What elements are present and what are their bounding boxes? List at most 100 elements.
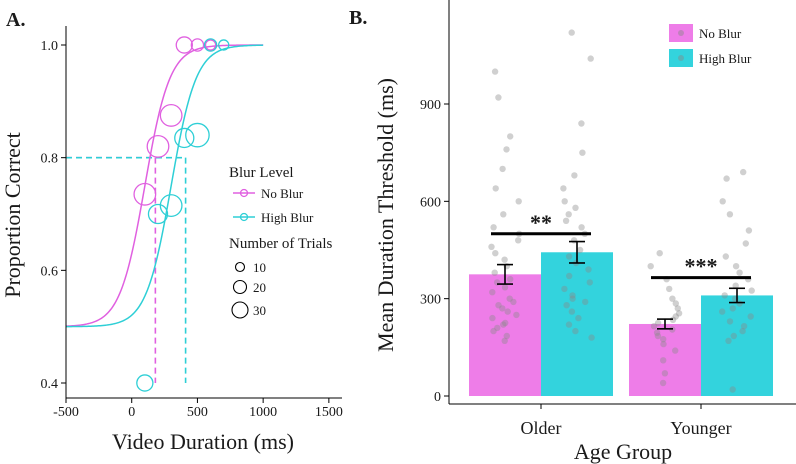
- participant-point: [501, 256, 508, 263]
- participant-point: [568, 29, 575, 36]
- legend-size-20: 20: [232, 279, 266, 295]
- participant-point: [586, 279, 593, 286]
- participant-point: [492, 185, 499, 192]
- point-high-blur: [185, 122, 210, 148]
- legend-marker-no-blur: [239, 188, 249, 198]
- participant-point: [674, 305, 681, 312]
- panel-a-x-ticks: -500 0 500 1000 1500: [53, 398, 343, 420]
- participant-point: [490, 327, 497, 335]
- participant-point: [572, 204, 579, 211]
- panel-b-label: B.: [349, 7, 367, 29]
- participant-point: [565, 253, 573, 260]
- y-tick-label: 300: [420, 293, 441, 308]
- participant-point: [742, 240, 749, 247]
- participant-point: [503, 146, 510, 153]
- participant-point: [507, 133, 514, 140]
- panel-a-x-axis-label: Video Duration (ms): [112, 429, 294, 454]
- participant-point: [729, 305, 736, 312]
- participant-point: [504, 308, 511, 315]
- legend-label-no-blur-b: No Blur: [699, 26, 742, 41]
- point-high-blur: [159, 194, 183, 217]
- participant-point: [722, 253, 729, 260]
- participant-point: [513, 311, 520, 319]
- participant-point: [650, 323, 658, 330]
- legend-item-high-blur: High Blur: [233, 210, 314, 225]
- participant-point: [719, 308, 726, 315]
- panel-b-y-ticks: 0 300 600 900: [420, 98, 449, 405]
- participant-point: [675, 310, 683, 317]
- point-no-blur: [159, 103, 183, 127]
- participant-point: [582, 298, 589, 306]
- point-no-blur: [175, 36, 193, 54]
- participant-point: [491, 269, 498, 276]
- participant-point: [494, 324, 501, 332]
- panel-a-y-axis-label: Proportion Correct: [0, 132, 25, 298]
- participant-point: [515, 237, 522, 244]
- participant-point: [672, 313, 679, 320]
- legend-marker-high-blur: [239, 212, 249, 222]
- y-tick-label: 1.0: [41, 39, 59, 54]
- participant-point: [503, 332, 510, 340]
- point-high-blur: [136, 374, 154, 392]
- participant-point: [492, 250, 499, 257]
- participant-point: [725, 337, 732, 344]
- legend-size-label-10: 10: [253, 260, 266, 275]
- legend-size-marker-30: [231, 301, 249, 319]
- participant-point: [561, 285, 568, 293]
- panel-b-legend: No Blur High Blur: [669, 24, 752, 67]
- panel-b-y-axis-label: Mean Duration Threshold (ms): [373, 78, 398, 352]
- point-high-blur: [174, 127, 195, 149]
- bar-older-no-blur: [469, 274, 541, 396]
- legend-size-10: 10: [234, 260, 266, 275]
- x-tick-label: 1500: [315, 405, 343, 420]
- participant-point: [500, 211, 507, 218]
- bar-older-high-blur: [541, 252, 613, 396]
- participant-point: [730, 332, 737, 340]
- participant-point: [560, 185, 567, 192]
- participant-point: [726, 318, 734, 325]
- participant-point: [732, 282, 739, 289]
- participant-point: [729, 386, 736, 393]
- participant-point: [576, 246, 584, 254]
- participant-point: [515, 198, 522, 205]
- participant-point: [661, 370, 669, 377]
- legend-dot-high-blur: [678, 55, 684, 61]
- participant-point: [568, 308, 576, 315]
- legend-title-blur-level: Blur Level: [229, 165, 294, 181]
- participant-point: [585, 266, 592, 273]
- error-bar-older-no-blur: [497, 263, 513, 285]
- legend-size-label-20: 20: [253, 280, 266, 295]
- bar-younger-no-blur: [629, 323, 701, 396]
- bar-younger-high-blur: [701, 295, 773, 396]
- participant-point: [491, 68, 499, 75]
- participant-point: [739, 327, 746, 335]
- participant-point: [654, 319, 662, 327]
- legend-size-marker-10: [234, 261, 246, 273]
- participant-point: [495, 94, 502, 101]
- y-tick-label: 0.6: [41, 264, 59, 279]
- participant-point: [721, 292, 728, 299]
- participant-point: [488, 243, 495, 250]
- participant-point: [656, 250, 663, 257]
- panel-b-plot-area: *****: [469, 29, 773, 396]
- y-tick-label: 900: [420, 98, 441, 113]
- participant-point: [672, 347, 679, 354]
- panel-a-plot-area: [65, 36, 264, 392]
- error-bar-younger-no-blur: [657, 318, 673, 330]
- x-tick-label: 0: [128, 405, 135, 420]
- participant-point: [495, 302, 502, 309]
- point-no-blur: [190, 38, 205, 52]
- participant-point: [660, 357, 667, 364]
- participant-point: [501, 337, 508, 344]
- participant-point: [588, 334, 595, 341]
- participant-point: [745, 227, 753, 234]
- x-tick-label-older: Older: [521, 418, 562, 438]
- participant-point: [569, 292, 576, 299]
- participant-point: [502, 319, 509, 327]
- point-no-blur: [133, 182, 157, 206]
- participant-point: [575, 314, 582, 322]
- y-tick-label: 0: [434, 390, 441, 405]
- participant-point: [578, 120, 585, 127]
